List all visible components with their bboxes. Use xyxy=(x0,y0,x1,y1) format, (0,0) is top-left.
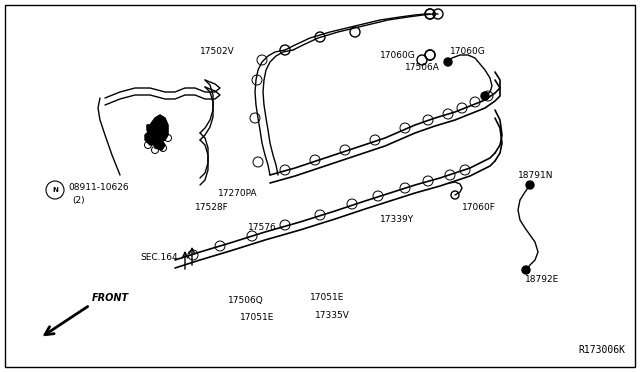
Text: 17335V: 17335V xyxy=(315,311,350,320)
Text: 17528F: 17528F xyxy=(195,203,228,212)
Text: 17506A: 17506A xyxy=(405,64,440,73)
Text: 17051E: 17051E xyxy=(240,314,275,323)
Circle shape xyxy=(444,58,452,66)
Polygon shape xyxy=(147,115,168,142)
Text: 17339Y: 17339Y xyxy=(380,215,414,224)
Polygon shape xyxy=(145,130,158,145)
Text: 17576: 17576 xyxy=(248,224,276,232)
Text: R173006K: R173006K xyxy=(578,345,625,355)
Text: 17060F: 17060F xyxy=(462,203,496,212)
Text: 17270PA: 17270PA xyxy=(218,189,257,198)
Text: SEC.164: SEC.164 xyxy=(140,253,178,263)
Text: (2): (2) xyxy=(72,196,84,205)
Text: N: N xyxy=(52,187,58,193)
Circle shape xyxy=(481,92,489,100)
Text: 17060G: 17060G xyxy=(380,51,416,60)
Text: 17506Q: 17506Q xyxy=(228,295,264,305)
Text: 17060G: 17060G xyxy=(450,48,486,57)
Text: 18791N: 18791N xyxy=(518,170,554,180)
Text: 18792E: 18792E xyxy=(525,276,559,285)
Text: 17502V: 17502V xyxy=(200,48,235,57)
Text: 17051E: 17051E xyxy=(310,294,344,302)
Text: FRONT: FRONT xyxy=(92,293,129,303)
Circle shape xyxy=(526,181,534,189)
Text: 08911-10626: 08911-10626 xyxy=(68,183,129,192)
Polygon shape xyxy=(155,140,165,150)
Circle shape xyxy=(522,266,530,274)
